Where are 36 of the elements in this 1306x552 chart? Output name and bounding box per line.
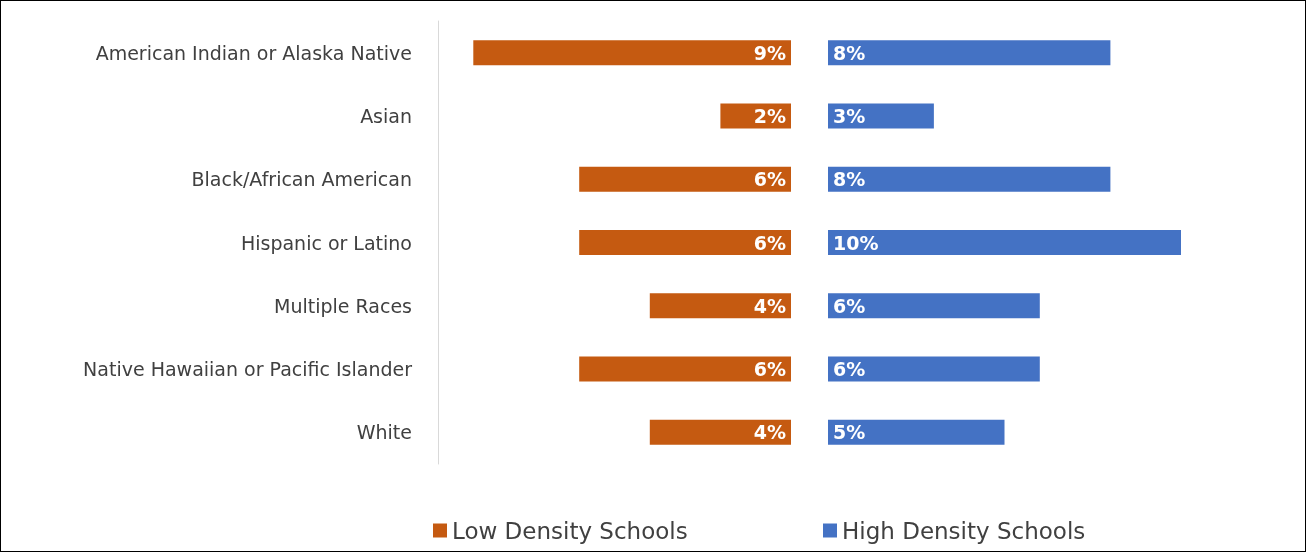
data-label: 5% <box>833 421 866 444</box>
legend-label: Low Density Schools <box>452 517 688 544</box>
data-label: 4% <box>753 421 786 444</box>
data-label: 3% <box>833 104 866 127</box>
y-tick-label: Black/African American <box>191 168 412 191</box>
bar <box>579 230 791 255</box>
bar <box>828 166 1111 192</box>
bar <box>828 103 934 129</box>
bar <box>649 419 791 445</box>
data-label: 8% <box>833 41 866 64</box>
y-tick-label: American Indian or Alaska Native <box>95 41 412 64</box>
bar <box>828 230 1181 255</box>
data-label: 6% <box>833 294 866 317</box>
y-tick-label: Hispanic or Latino <box>240 231 412 254</box>
data-label: 6% <box>753 168 786 191</box>
bar <box>473 40 791 66</box>
y-tick-label: Multiple Races <box>274 294 412 317</box>
y-tick-label: White <box>356 421 412 444</box>
data-label: 8% <box>833 168 866 191</box>
bar <box>649 293 791 319</box>
data-label: 9% <box>753 41 786 64</box>
data-label: 4% <box>753 294 786 317</box>
data-label: 6% <box>833 358 866 381</box>
legend-label: High Density Schools <box>842 517 1086 544</box>
bar <box>828 419 1005 445</box>
bar <box>828 40 1111 66</box>
y-tick-label: Asian <box>360 104 412 127</box>
data-label: 2% <box>753 104 786 127</box>
bar <box>828 356 1040 382</box>
data-label: 6% <box>753 358 786 381</box>
bar <box>579 356 791 382</box>
bar <box>828 293 1040 319</box>
y-tick-label: Native Hawaiian or Pacific Islander <box>83 358 413 381</box>
data-label: 6% <box>753 231 786 254</box>
data-label: 10% <box>833 231 879 254</box>
bar <box>579 166 791 192</box>
